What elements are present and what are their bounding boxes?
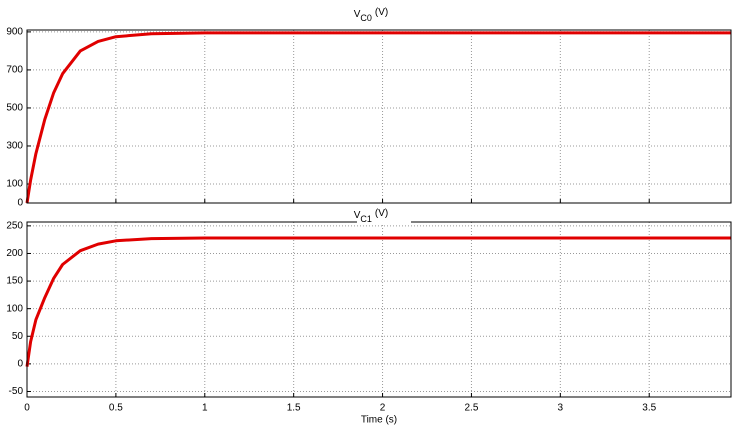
title-sub: C0 bbox=[360, 13, 372, 23]
title-unit: (V) bbox=[375, 7, 388, 18]
y-tick-label: 200 bbox=[6, 248, 23, 259]
x-tick-label: 0.5 bbox=[109, 403, 123, 414]
y-tick-label: 700 bbox=[6, 65, 23, 76]
y-tick-label: 150 bbox=[6, 276, 23, 287]
y-tick-label: 900 bbox=[6, 27, 23, 38]
plot-frame bbox=[26, 29, 732, 204]
x-tick-label: 2 bbox=[380, 403, 386, 414]
y-tick-label: 0 bbox=[17, 359, 23, 370]
x-tick-label: 1 bbox=[202, 403, 208, 414]
title-main: V bbox=[354, 210, 361, 221]
x-tick-label: 3.5 bbox=[642, 403, 656, 414]
y-tick-label: 100 bbox=[6, 179, 23, 190]
title-bg bbox=[357, 5, 411, 23]
title-main: V bbox=[354, 9, 361, 20]
y-tick-label: 100 bbox=[6, 303, 23, 314]
y-tick-label: 0 bbox=[17, 198, 23, 209]
data-line bbox=[25, 31, 731, 204]
title-unit: (V) bbox=[375, 208, 388, 219]
x-tick-label: 2.5 bbox=[464, 403, 478, 414]
y-tick-label: 500 bbox=[6, 103, 23, 114]
chart-title: VC0(V) bbox=[354, 7, 389, 24]
y-tick-label: 250 bbox=[6, 221, 23, 232]
y-tick-label: 300 bbox=[6, 141, 23, 152]
chart-title: VC1(V) bbox=[354, 208, 389, 225]
x-tick-label: 1.5 bbox=[287, 403, 301, 414]
y-tick-label: 50 bbox=[12, 331, 24, 342]
data-line bbox=[25, 236, 731, 367]
title-sub: C1 bbox=[360, 214, 372, 224]
x-tick-label: 0 bbox=[24, 403, 30, 414]
y-tick-label: -50 bbox=[9, 386, 24, 397]
x-tick-label: 3 bbox=[558, 403, 564, 414]
x-axis-label: Time (s) bbox=[361, 415, 397, 426]
plot-area bbox=[27, 30, 731, 203]
plot-area bbox=[27, 222, 731, 397]
title-bg bbox=[357, 206, 411, 224]
